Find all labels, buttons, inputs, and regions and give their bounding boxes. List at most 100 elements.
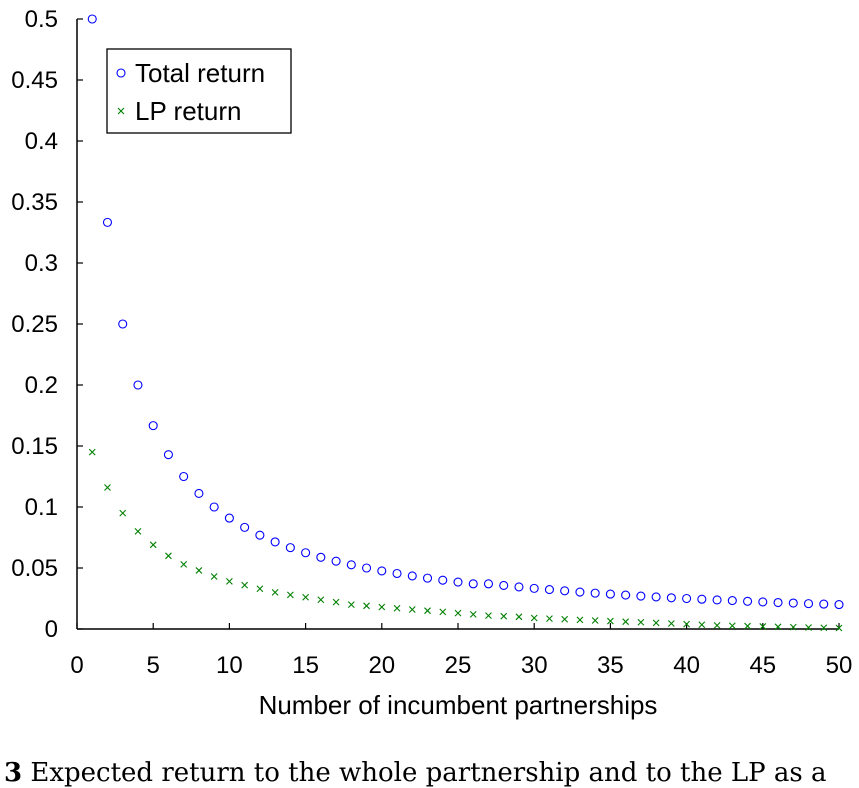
lp-return-point <box>302 593 309 601</box>
lp-return-point <box>226 578 233 585</box>
x-tick-label: 10 <box>216 652 243 679</box>
legend: Total return LP return <box>106 48 292 134</box>
lp-return-point <box>652 619 660 627</box>
lp-return-point <box>576 616 584 624</box>
total-return-point <box>727 596 737 606</box>
lp-return-point <box>561 615 569 623</box>
total-return-point <box>803 599 814 609</box>
total-return-point <box>590 588 600 598</box>
y-tick-label: 0.25 <box>11 311 58 338</box>
x-tick-label: 20 <box>368 652 395 679</box>
x-tick-label: 35 <box>597 652 624 679</box>
lp-return-point <box>713 621 721 629</box>
total-return-point <box>422 573 433 583</box>
total-return-point <box>194 488 204 499</box>
lp-return-point <box>408 606 416 613</box>
total-return-point <box>682 593 692 604</box>
lp-return-point <box>439 608 447 616</box>
total-return-point <box>636 591 646 601</box>
total-return-point <box>133 380 143 390</box>
lp-return-point <box>271 589 279 596</box>
total-return-point <box>179 471 189 482</box>
y-tick-label: 0.15 <box>11 433 58 460</box>
series-lp-return <box>88 448 843 632</box>
total-return-point <box>743 596 753 606</box>
figure-caption: 3 Expected return to the whole partnersh… <box>4 758 827 788</box>
lp-return-point <box>424 607 431 615</box>
total-return-point <box>316 552 326 562</box>
total-return-point <box>407 571 417 581</box>
lp-return-point <box>683 620 690 628</box>
lp-return-point <box>637 618 645 626</box>
y-tick-label: 0.05 <box>11 555 58 582</box>
y-tick-label: 0 <box>45 616 58 643</box>
lp-return-point <box>88 448 96 456</box>
lp-return-point <box>698 621 706 629</box>
x-tick-label: 50 <box>826 652 853 679</box>
total-return-point <box>666 593 676 603</box>
total-return-point <box>148 421 158 431</box>
lp-return-point <box>347 601 355 608</box>
total-return-point <box>346 560 356 570</box>
total-return-point <box>529 583 539 593</box>
total-return-point <box>331 556 341 566</box>
lp-return-point <box>378 603 386 611</box>
total-return-point <box>499 580 509 590</box>
total-return-point <box>773 597 783 608</box>
total-return-point <box>575 587 585 597</box>
total-return-point <box>819 599 829 609</box>
total-return-point <box>712 595 722 605</box>
lp-return-point <box>165 552 172 560</box>
y-tick-label: 0.4 <box>25 128 58 155</box>
total-return-point <box>544 585 554 595</box>
series-total-return <box>87 14 844 610</box>
lp-return-point <box>210 573 218 580</box>
caption-text: Expected return to the whole partnership… <box>22 758 827 788</box>
lp-return-point <box>180 560 188 568</box>
total-return-point <box>834 600 844 610</box>
lp-return-point <box>256 585 264 593</box>
total-return-point <box>788 598 798 608</box>
y-tick-label: 0.2 <box>25 372 58 399</box>
lp-return-point <box>134 528 142 535</box>
y-tick-label: 0.1 <box>25 494 58 521</box>
lp-return-point <box>332 598 340 606</box>
lp-return-point <box>759 623 767 630</box>
lp-return-point <box>835 624 843 632</box>
lp-return-point <box>622 618 630 626</box>
x-tick-label: 25 <box>445 652 472 679</box>
total-return-point <box>163 450 173 460</box>
total-return-point <box>377 566 387 576</box>
total-return-point <box>255 530 265 540</box>
lp-return-point <box>195 567 203 574</box>
x-tick-label: 30 <box>521 652 548 679</box>
lp-return-point <box>469 610 477 618</box>
y-tick-label: 0.3 <box>25 250 58 277</box>
total-return-point <box>224 513 234 523</box>
legend-label: Total return <box>135 58 265 88</box>
lp-return-point <box>393 604 401 612</box>
x-tick-label: 40 <box>673 652 700 679</box>
lp-return-point <box>591 617 599 624</box>
x-tick-label: 15 <box>292 652 319 679</box>
lp-return-point <box>149 541 157 549</box>
x-tick-label: 45 <box>749 652 776 679</box>
x-axis-title: Number of incumbent partnerships <box>259 690 658 720</box>
total-return-point <box>102 217 113 227</box>
lp-return-point <box>530 614 538 622</box>
lp-return-point <box>286 591 294 599</box>
lp-return-point <box>728 622 736 630</box>
lp-return-point <box>119 509 127 517</box>
scatter-chart: 0 0.05 0.1 0.15 0.2 0.25 0.3 0.35 0.4 0.45 0.5 0 5 10… <box>11 6 853 720</box>
legend-label: LP return <box>135 96 241 126</box>
figure-number: 3 <box>4 758 23 788</box>
lp-return-point <box>744 622 751 630</box>
total-return-point <box>758 597 768 607</box>
total-return-point <box>438 575 448 585</box>
x-tick-label: 5 <box>147 652 160 679</box>
lp-return-point <box>500 612 508 620</box>
total-return-point <box>697 594 707 604</box>
total-return-point <box>285 543 295 553</box>
total-return-point <box>392 568 402 579</box>
total-return-point <box>362 563 372 573</box>
